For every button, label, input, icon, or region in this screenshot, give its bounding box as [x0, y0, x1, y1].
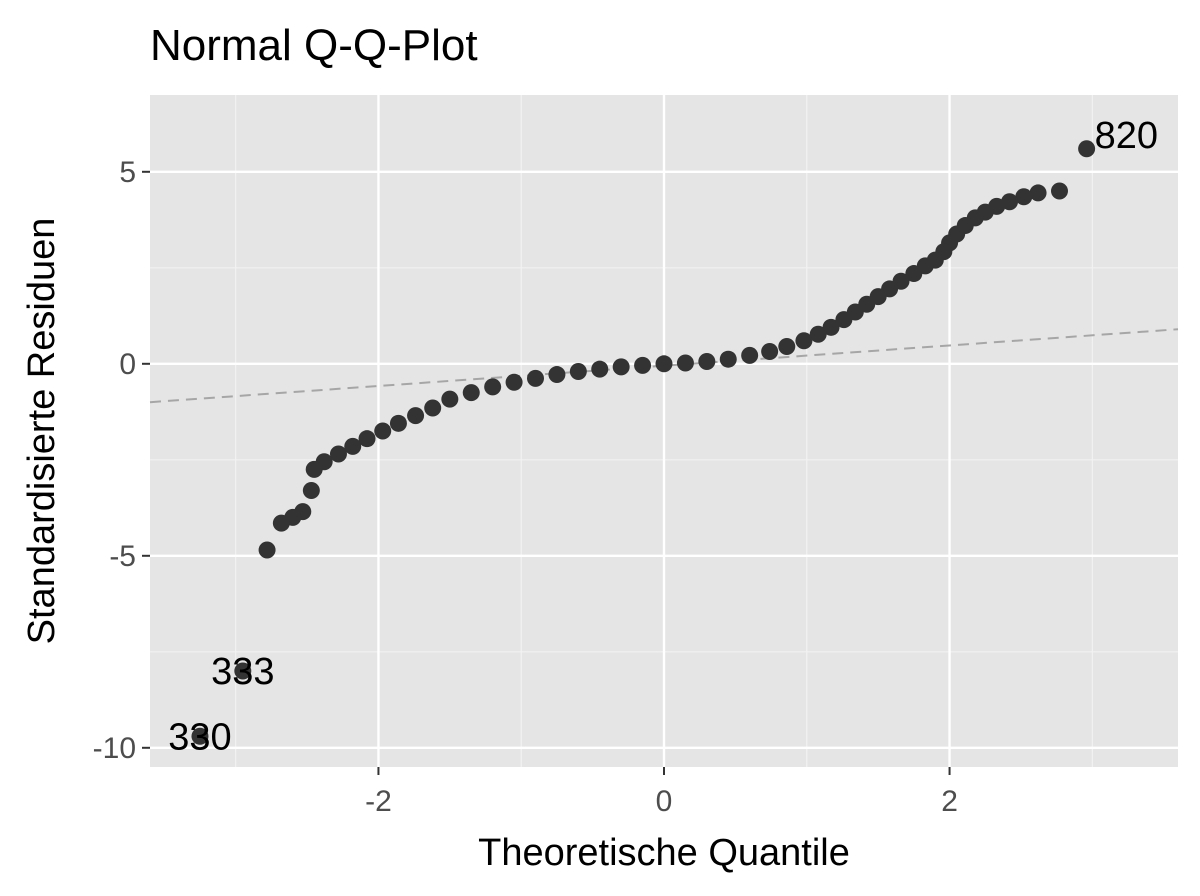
- chart-title: Normal Q-Q-Plot: [150, 21, 478, 70]
- data-point: [569, 362, 587, 380]
- data-point: [741, 346, 759, 364]
- data-point: [698, 352, 716, 370]
- data-point: [795, 332, 813, 350]
- data-point: [548, 366, 566, 384]
- data-point: [905, 265, 923, 283]
- data-point: [634, 356, 652, 374]
- y-tick-label: -5: [109, 540, 136, 573]
- data-point: [719, 350, 737, 368]
- outlier-label: 820: [1095, 115, 1158, 157]
- x-axis-ticks: -2 0 2: [365, 767, 958, 818]
- outlier-point: [191, 727, 209, 745]
- data-point: [389, 414, 407, 432]
- data-point: [655, 355, 673, 373]
- data-point: [676, 354, 694, 372]
- data-points: [258, 182, 1068, 559]
- y-tick-label: 5: [119, 156, 136, 189]
- data-point: [822, 318, 840, 336]
- data-point: [441, 390, 459, 408]
- y-tick-label: -10: [93, 732, 136, 765]
- data-point: [505, 373, 523, 391]
- outlier-label: 333: [211, 651, 274, 693]
- data-point: [329, 445, 347, 463]
- data-point: [778, 338, 796, 356]
- x-axis-title: Theoretische Quantile: [478, 832, 850, 874]
- x-tick-label: 0: [656, 785, 673, 818]
- x-tick-label: 2: [941, 785, 958, 818]
- data-point: [761, 343, 779, 361]
- data-point: [835, 311, 853, 329]
- data-point: [484, 378, 502, 396]
- data-point: [1029, 184, 1047, 202]
- data-point: [612, 358, 630, 376]
- data-point: [305, 460, 323, 478]
- data-point: [1015, 188, 1033, 206]
- data-point: [358, 430, 376, 448]
- data-point: [809, 325, 827, 343]
- y-axis-title: Standardisierte Residuen: [21, 218, 63, 645]
- outlier-point: [234, 662, 252, 680]
- outlier-point: [1078, 140, 1096, 158]
- y-axis-ticks: -10 -5 0 5: [93, 156, 150, 765]
- data-point: [407, 407, 425, 425]
- data-point: [424, 399, 442, 417]
- data-point: [1050, 182, 1068, 200]
- labeled-points: 820 333 330: [168, 115, 1158, 759]
- data-point: [462, 384, 480, 402]
- major-gridlines: [150, 95, 1178, 767]
- data-point: [527, 369, 544, 387]
- data-point: [272, 514, 290, 532]
- reference-line: [149, 328, 1179, 404]
- data-point: [1001, 193, 1019, 211]
- data-point: [302, 482, 320, 500]
- data-point: [258, 541, 276, 559]
- outlier-label: 330: [168, 716, 231, 758]
- data-point: [374, 422, 392, 440]
- data-point: [344, 437, 362, 455]
- data-point: [591, 360, 609, 378]
- x-tick-label: -2: [365, 785, 392, 818]
- y-tick-label: 0: [119, 348, 136, 381]
